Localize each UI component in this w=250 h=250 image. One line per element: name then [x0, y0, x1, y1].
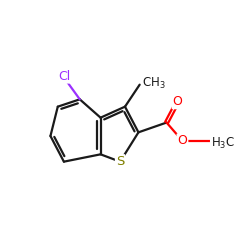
- Text: O: O: [172, 95, 182, 108]
- Text: Cl: Cl: [58, 70, 70, 82]
- Text: S: S: [116, 155, 124, 168]
- Text: O: O: [178, 134, 188, 147]
- Text: H$_3$C: H$_3$C: [210, 136, 235, 151]
- Text: CH$_3$: CH$_3$: [142, 76, 165, 91]
